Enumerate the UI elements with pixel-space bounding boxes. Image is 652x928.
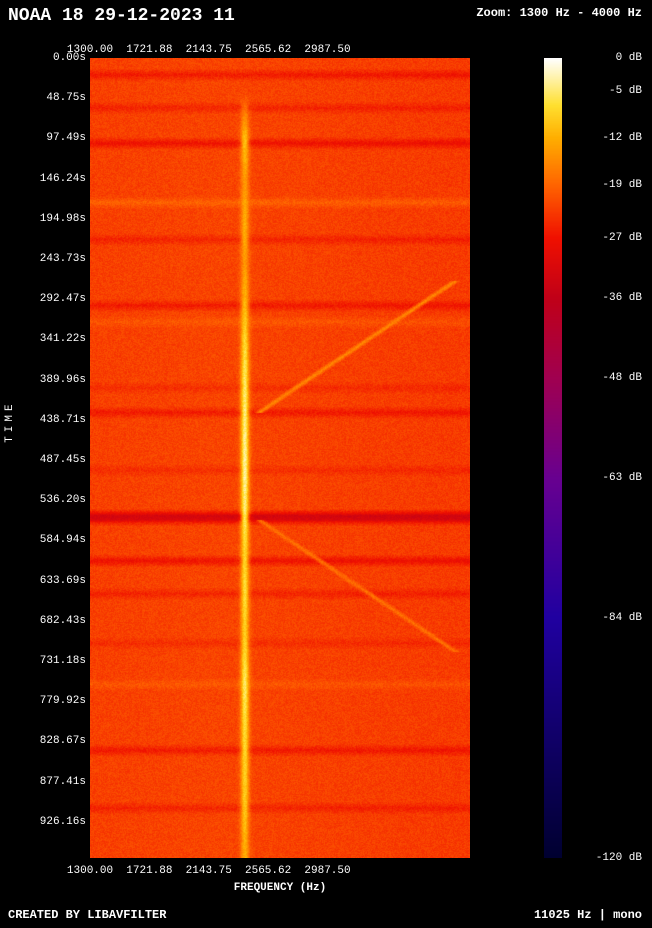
page-title: NOAA 18 29-12-2023 11: [8, 6, 235, 26]
x-tick: 2143.75: [186, 44, 232, 56]
colorbar-tick: -36 dB: [572, 292, 642, 304]
colorbar-tick: -48 dB: [572, 372, 642, 384]
y-tick: 731.18s: [0, 655, 86, 667]
y-tick: 146.24s: [0, 173, 86, 185]
y-tick: 0.00s: [0, 52, 86, 64]
x-tick: 1721.88: [126, 865, 172, 877]
y-tick: 487.45s: [0, 454, 86, 466]
colorbar-canvas: [544, 58, 562, 858]
y-tick: 389.96s: [0, 374, 86, 386]
y-tick: 341.22s: [0, 333, 86, 345]
x-axis-label: FREQUENCY (Hz): [90, 882, 470, 894]
spectrogram-plot: [90, 58, 470, 858]
colorbar-tick: -63 dB: [572, 472, 642, 484]
footer-credit: CREATED BY LIBAVFILTER: [8, 908, 166, 922]
y-tick: 97.49s: [0, 132, 86, 144]
spectrogram-canvas: [90, 58, 470, 858]
footer-audio-info: 11025 Hz | mono: [534, 908, 642, 922]
y-tick: 536.20s: [0, 494, 86, 506]
x-tick: 2565.62: [245, 44, 291, 56]
x-tick: 1300.00: [67, 865, 113, 877]
zoom-label: Zoom: 1300 Hz - 4000 Hz: [476, 6, 642, 20]
y-tick: 292.47s: [0, 293, 86, 305]
y-tick: 584.94s: [0, 534, 86, 546]
y-tick: 682.43s: [0, 615, 86, 627]
colorbar-tick: -12 dB: [572, 132, 642, 144]
y-tick: 877.41s: [0, 776, 86, 788]
y-tick: 243.73s: [0, 253, 86, 265]
colorbar-tick: -19 dB: [572, 179, 642, 191]
y-tick: 438.71s: [0, 414, 86, 426]
x-tick: 1721.88: [126, 44, 172, 56]
x-tick: 2987.50: [304, 44, 350, 56]
colorbar-tick: -120 dB: [572, 852, 642, 864]
y-tick: 828.67s: [0, 735, 86, 747]
y-tick: 779.92s: [0, 695, 86, 707]
x-tick: 2987.50: [304, 865, 350, 877]
x-tick: 2143.75: [186, 865, 232, 877]
colorbar-tick: -5 dB: [572, 85, 642, 97]
y-tick: 48.75s: [0, 92, 86, 104]
y-tick: 194.98s: [0, 213, 86, 225]
colorbar-tick: -84 dB: [572, 612, 642, 624]
y-tick: 633.69s: [0, 575, 86, 587]
colorbar-tick: -27 dB: [572, 232, 642, 244]
x-tick: 2565.62: [245, 865, 291, 877]
colorbar-tick: 0 dB: [572, 52, 642, 64]
colorbar: [544, 58, 562, 858]
y-tick: 926.16s: [0, 816, 86, 828]
